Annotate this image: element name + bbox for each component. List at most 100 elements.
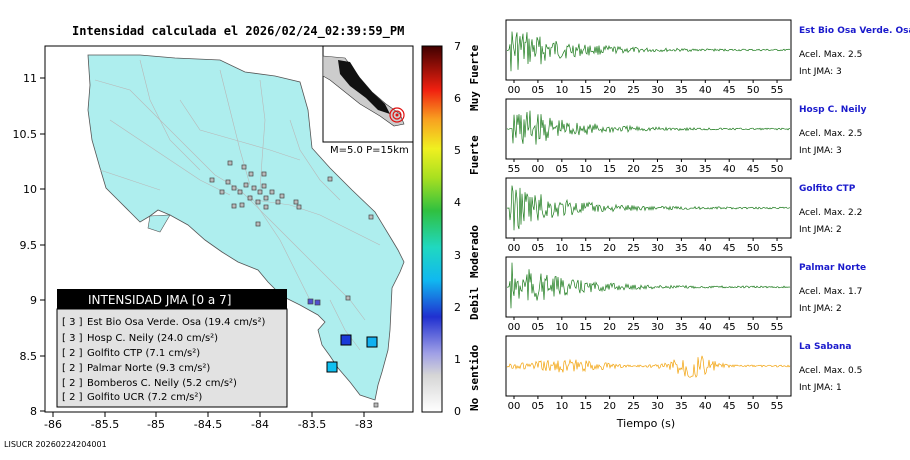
waveform-tick-label: 20: [603, 243, 616, 254]
svg-text:Hosp C. Neily (24.0 cm/s²): Hosp C. Neily (24.0 cm/s²): [87, 333, 218, 344]
waveform-tick-label: 55: [771, 243, 784, 254]
y-tick-label: 9: [30, 294, 37, 307]
felt-stations: [326, 334, 378, 373]
waveform-tick-label: 35: [675, 85, 688, 96]
station-name: La Sabana: [799, 342, 852, 352]
waveform-tick-label: 40: [699, 401, 712, 412]
intensity-colorbar: 0 1 2 3 4 5 6 7 No sentido Debil Moderad…: [421, 40, 481, 418]
x-tick-label: -83: [355, 418, 373, 431]
waveform-tick-label: 05: [532, 85, 545, 96]
colorbar-tick-0: 0: [454, 405, 461, 418]
waveform-tick-label: 50: [747, 401, 760, 412]
nicoya-gulf-shape: [147, 214, 171, 233]
waveform-tick-label: 10: [555, 243, 568, 254]
y-tick-label: 9.5: [20, 239, 38, 252]
y-tick-label: 11: [23, 72, 37, 85]
waveform-tick-label: 00: [508, 85, 521, 96]
y-tick-label: 8.5: [20, 350, 38, 363]
waveform-tick-label: 00: [508, 322, 521, 333]
waveform-panel: 55 00 05 10 15 20 25 30 35 40 45 50 Hosp C. Neily Ace…: [505, 98, 867, 175]
colorbar-tick-4: 4: [454, 196, 461, 209]
map-x-axis-labels: -86 -85.5 -85 -84.5 -84 -83.5 -83: [44, 418, 373, 431]
waveform-tick-label: 55: [508, 164, 521, 175]
legend-header: INTENSIDAD JMA [0 a 7]: [88, 293, 231, 307]
waveform-trace: [506, 262, 791, 309]
waveform-tick-label: 30: [651, 243, 664, 254]
waveform-tick-label: 40: [723, 164, 736, 175]
intensity-stations: [307, 298, 321, 306]
waveform-tick-label: 20: [603, 85, 616, 96]
svg-text:Bomberos C. Neily (5.2 cm/s²): Bomberos C. Neily (5.2 cm/s²): [87, 378, 237, 389]
station-name: Hosp C. Neily: [799, 105, 867, 115]
waveform-tick-label: 45: [723, 401, 736, 412]
waveform-tick-label: 25: [651, 164, 664, 175]
svg-text:[ 3 ]: [ 3 ]: [62, 317, 83, 328]
svg-text:Palmar Norte (9.3 cm/s²): Palmar Norte (9.3 cm/s²): [87, 363, 210, 374]
waveform-tick-label: 50: [747, 322, 760, 333]
x-tick-label: -86: [44, 418, 62, 431]
waveform-panel: 00 05 10 15 20 25 30 35 40 45 50 55 La Sabana Acel. M…: [505, 335, 862, 412]
waveform-tick-label: 55: [771, 85, 784, 96]
waveform-tick-label: 05: [555, 164, 568, 175]
waveform-tick-label: 00: [532, 164, 545, 175]
y-tick-label: 10: [23, 183, 37, 196]
x-tick-label: -84.5: [194, 418, 222, 431]
waveform-tick-label: 45: [723, 85, 736, 96]
station-jma-intensity: Int JMA: 2: [799, 225, 842, 235]
svg-text:[ 2 ]: [ 2 ]: [62, 363, 83, 374]
waveform-tick-label: 20: [627, 164, 640, 175]
colorbar-tick-1: 1: [454, 353, 461, 366]
colorbar-tick-2: 2: [454, 301, 461, 314]
waveform-tick-label: 55: [771, 401, 784, 412]
colorbar-category-moderado: Moderado: [468, 225, 481, 278]
legend-row-4: [ 2 ] Palmar Norte (9.3 cm/s²): [62, 363, 210, 374]
svg-text:Est Bio Osa Verde. Osa (19.4 c: Est Bio Osa Verde. Osa (19.4 cm/s²): [87, 317, 266, 328]
waveform-tick-label: 10: [555, 322, 568, 333]
network-stations: [209, 160, 379, 408]
waveform-tick-label: 20: [603, 401, 616, 412]
waveform-tick-label: 10: [555, 85, 568, 96]
inset-map: [322, 45, 414, 143]
waveform-tick-label: 40: [699, 85, 712, 96]
colorbar-category-fuerte: Fuerte: [468, 135, 481, 175]
waveform-tick-label: 15: [579, 401, 592, 412]
svg-text:[ 2 ]: [ 2 ]: [62, 348, 83, 359]
intensity-legend: INTENSIDAD JMA [0 a 7] [ 3 ] Est Bio Osa…: [56, 289, 288, 408]
waveform-tick-label: 05: [532, 243, 545, 254]
waveform-tick-label: 35: [699, 164, 712, 175]
legend-row-1: [ 3 ] Est Bio Osa Verde. Osa (19.4 cm/s²…: [62, 317, 266, 328]
waveform-tick-label: 50: [771, 164, 784, 175]
waveform-tick-label: 45: [723, 243, 736, 254]
waveform-tick-label: 30: [651, 322, 664, 333]
svg-text:Golfito CTP (7.1 cm/s²): Golfito CTP (7.1 cm/s²): [87, 348, 200, 359]
waveform-trace: [506, 355, 791, 378]
svg-text:[ 3 ]: [ 3 ]: [62, 333, 83, 344]
waveform-tick-label: 15: [579, 322, 592, 333]
y-tick-label: 10.5: [13, 128, 38, 141]
waveform-tick-label: 45: [723, 322, 736, 333]
waveform-tick-label: 35: [675, 243, 688, 254]
colorbar-tick-6: 6: [454, 92, 461, 105]
waveform-tick-label: 15: [579, 243, 592, 254]
waveform-tick-label: 30: [651, 85, 664, 96]
waveform-tick-label: 25: [627, 401, 640, 412]
station-jma-intensity: Int JMA: 3: [799, 146, 842, 156]
waveform-tick-label: 50: [747, 85, 760, 96]
colorbar-category-debil: Debil: [468, 287, 481, 320]
map-y-axis-labels: 11 10.5 10 9.5 9 8.5 8: [13, 72, 38, 418]
station-max-acceleration: Acel. Max. 1.7: [799, 287, 862, 297]
x-tick-label: -85: [147, 418, 165, 431]
colorbar-category-no-sentido: No sentido: [468, 344, 481, 411]
svg-text:[ 2 ]: [ 2 ]: [62, 392, 83, 403]
waveform-tick-label: 15: [603, 164, 616, 175]
waveform-tick-label: 30: [675, 164, 688, 175]
colorbar-tick-7: 7: [454, 40, 461, 53]
waveform-trace: [507, 31, 791, 72]
colorbar-category-muy-fuerte: Muy Fuerte: [468, 44, 481, 111]
x-tick-label: -83.5: [298, 418, 326, 431]
y-tick-label: 8: [30, 405, 37, 418]
legend-row-2: [ 3 ] Hosp C. Neily (24.0 cm/s²): [62, 333, 218, 344]
map-panel: M=5.0 P=15km INTENSIDAD JMA [0 a 7] [ 3 …: [13, 45, 414, 431]
waveform-tick-label: 00: [508, 401, 521, 412]
station-jma-intensity: Int JMA: 3: [799, 67, 842, 77]
